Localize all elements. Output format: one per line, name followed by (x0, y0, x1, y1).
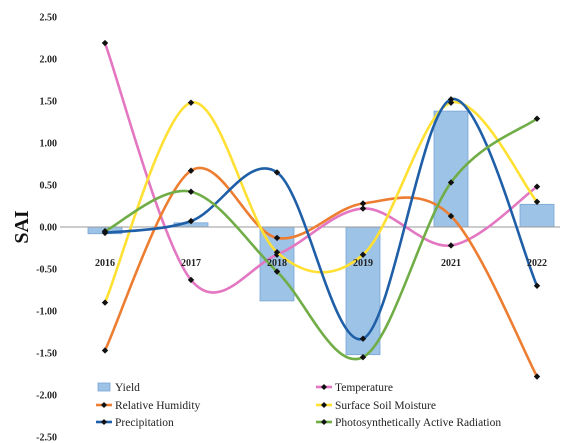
point-relative-humidity (273, 234, 281, 242)
point-temperature (447, 242, 455, 249)
series-line-surface-soil-moisture (103, 101, 539, 304)
legend-marker-temperature (321, 384, 327, 390)
y-axis-label: SAI (11, 210, 33, 244)
point-surface-soil-moisture (533, 198, 541, 205)
point-photosynthetically-active-radiation (101, 228, 109, 235)
legend-label-relative-humidity: Relative Humidity (115, 400, 201, 412)
x-tick-label: 2016 (95, 258, 115, 269)
point-photosynthetically-active-radiation (359, 354, 367, 361)
legend: Yield Temperature Relative Humidity Surface… (96, 382, 501, 429)
point-photosynthetically-active-radiation (273, 268, 281, 275)
y-tick-label: 2.00 (40, 55, 58, 66)
y-tick-label: -2.50 (36, 433, 57, 443)
series-lines (101, 39, 541, 380)
point-precipitation (533, 282, 541, 289)
y-tick-label: -1.50 (36, 349, 57, 360)
point-precipitation (359, 335, 367, 342)
y-tick-label: 0.00 (40, 223, 58, 234)
y-tick-label: -1.00 (36, 307, 57, 318)
point-photosynthetically-active-radiation (447, 179, 455, 186)
point-surface-soil-moisture (359, 251, 367, 258)
x-tick-label: 2021 (441, 258, 461, 269)
legend-marker-precipitation (101, 419, 107, 425)
legend-label-precipitation: Precipitation (115, 417, 174, 429)
legend-marker-surface-soil-moisture (321, 402, 327, 408)
legend-swatch-yield (97, 382, 111, 392)
point-temperature (101, 39, 109, 47)
y-tick-label: 1.00 (40, 139, 58, 150)
y-tick-label: -2.00 (36, 391, 57, 402)
y-tick-label: 0.50 (40, 181, 58, 192)
point-precipitation (187, 217, 195, 225)
bars-yield (87, 110, 555, 356)
point-temperature (187, 276, 195, 284)
bar-yield (345, 226, 381, 356)
point-photosynthetically-active-radiation (533, 115, 541, 122)
x-tick-label: 2017 (181, 258, 201, 269)
x-tick-label: 2022 (527, 258, 547, 269)
point-relative-humidity (101, 347, 109, 354)
point-surface-soil-moisture (273, 249, 281, 256)
y-axis-ticks: 2.50 2.00 1.50 1.00 0.50 0.00 -0.50 -1.00 -1.50 -… (36, 13, 57, 443)
x-axis-ticks: 2016 2017 2018 2019 2021 2022 (95, 258, 547, 269)
point-relative-humidity (447, 212, 455, 220)
legend-label-temperature: Temperature (335, 382, 393, 394)
x-tick-label: 2018 (267, 258, 287, 269)
point-precipitation (447, 96, 455, 103)
legend-label-surface-soil-moisture: Surface Soil Moisture (335, 400, 436, 412)
x-tick-label: 2019 (353, 258, 373, 269)
y-tick-label: 1.50 (40, 97, 58, 108)
y-tick-label: -0.50 (36, 265, 57, 276)
bar-yield (519, 203, 555, 228)
legend-label-yield: Yield (115, 382, 140, 394)
point-relative-humidity (187, 167, 195, 174)
point-temperature (359, 205, 367, 212)
point-surface-soil-moisture (101, 299, 109, 306)
series-line-temperature (103, 41, 539, 294)
point-temperature (533, 183, 541, 190)
y-tick-label: 2.50 (40, 13, 58, 24)
point-photosynthetically-active-radiation (187, 188, 195, 195)
legend-marker-photosynthetically-active-radiation (321, 419, 327, 425)
series-line-precipitation (103, 97, 539, 341)
legend-label-photosynthetically-active-radiation: Photosynthetically Active Radiation (335, 417, 501, 429)
legend-marker-relative-humidity (101, 402, 107, 408)
point-relative-humidity (533, 373, 541, 380)
point-precipitation (273, 169, 281, 176)
point-relative-humidity (359, 200, 367, 207)
point-surface-soil-moisture (187, 99, 195, 106)
